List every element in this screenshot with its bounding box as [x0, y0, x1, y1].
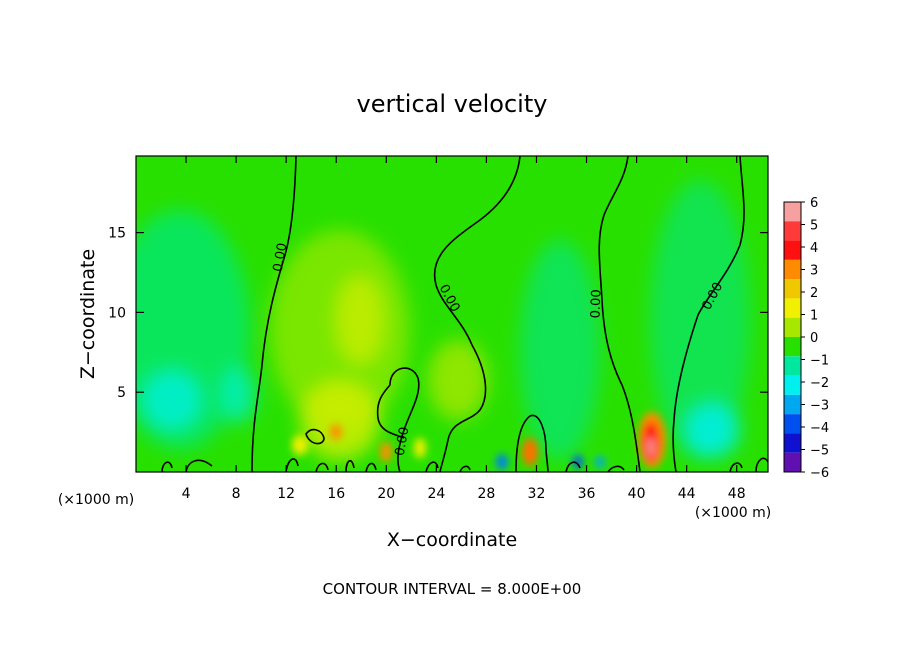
heatmap-blobs [136, 180, 750, 460]
x-tick-label: 44 [678, 486, 696, 502]
contour-label: 0.00 [589, 289, 605, 318]
contour-line [433, 156, 521, 472]
x-tick-label: 4 [182, 486, 191, 502]
colorbar-swatch [784, 337, 801, 357]
colorbar-swatch [784, 317, 801, 337]
colorbar-swatch [784, 452, 801, 472]
x-tick-label: 32 [528, 486, 546, 502]
chart-title: vertical velocity [357, 90, 548, 118]
colorbar-label: 2 [810, 286, 818, 301]
updraft-core [292, 435, 308, 455]
zero-contours [161, 156, 768, 472]
colorbar-label: 1 [810, 309, 818, 324]
colorbar-label: 6 [810, 196, 818, 211]
colorbar-label: −4 [810, 421, 829, 436]
heatmap-field: 0.00 0.00 0.00 0.00 0.00 [136, 156, 768, 472]
x-axis-label: X−coordinate [387, 529, 517, 551]
colorbar-label: −5 [810, 444, 829, 459]
colorbar-label: −3 [810, 399, 829, 414]
x-unit-right: (×1000 m) [695, 505, 771, 521]
downdraft-core [496, 454, 508, 470]
colorbar-swatch [784, 433, 801, 453]
downdraft-region [650, 180, 750, 460]
x-tick-label: 28 [478, 486, 496, 502]
colorbar-swatch [784, 394, 801, 415]
updraft-core [648, 437, 654, 457]
x-tick-label: 20 [377, 486, 395, 502]
updraft-core [414, 438, 426, 458]
downdraft-region [142, 370, 202, 430]
contour-line [305, 428, 325, 445]
contour-interval-footer: CONTOUR INTERVAL = 8.000E+00 [323, 580, 582, 598]
x-tick-label: 48 [728, 486, 746, 502]
contour-label: 0.00 [393, 426, 413, 457]
colorbar-swatch [784, 356, 801, 376]
contour-line [251, 156, 297, 472]
x-tick-label: 8 [232, 486, 241, 502]
contour-label: 0.00 [271, 242, 291, 273]
updraft-core [330, 424, 342, 440]
colorbar-label: −1 [810, 354, 829, 369]
downdraft-region [520, 240, 600, 460]
colorbar-swatch [784, 221, 801, 241]
colorbar-label: 0 [810, 331, 818, 346]
updraft-core [380, 442, 392, 462]
colorbar-label: −2 [810, 376, 829, 391]
downdraft-region [684, 402, 740, 458]
colorbar-swatch [784, 375, 801, 395]
x-tick-label: 24 [427, 486, 445, 502]
colorbar: 6 5 4 3 2 1 0 −1 −2 −3 −4 −5 −6 [783, 196, 829, 481]
heatmap-cells [292, 412, 666, 470]
contour-line [161, 457, 768, 472]
contour-line [376, 367, 420, 472]
colorbar-swatch [784, 259, 801, 280]
colorbar-swatch [784, 279, 801, 299]
colorbar-label: 5 [810, 219, 818, 234]
x-tick-label: 16 [327, 486, 345, 502]
downdraft-core [595, 456, 605, 468]
y-tick-label: 5 [117, 385, 126, 401]
updraft-region [300, 380, 380, 460]
contour-line [672, 156, 745, 472]
x-unit-left: (×1000 m) [58, 492, 134, 508]
downdraft-region [220, 367, 256, 423]
colorbar-label: 4 [810, 241, 818, 256]
x-tick-label: 36 [578, 486, 596, 502]
y-tick-label: 15 [108, 226, 126, 242]
x-tick-label: 12 [277, 486, 295, 502]
y-tick-label: 10 [108, 305, 126, 321]
colorbar-swatch [784, 298, 801, 318]
colorbar-swatch [784, 414, 801, 434]
downdraft-core [573, 455, 583, 469]
updraft-region [428, 340, 488, 420]
colorbar-swatch [784, 202, 801, 222]
contour-line [598, 156, 641, 472]
updraft-region [335, 275, 385, 365]
x-tick-label: 40 [628, 486, 646, 502]
colorbar-label: −6 [810, 466, 829, 481]
colorbar-label: 3 [810, 264, 818, 279]
y-axis-label: Z−coordinate [77, 249, 99, 379]
colorbar-swatch [784, 240, 801, 260]
updraft-core [522, 438, 538, 466]
plot-frame [135, 155, 769, 473]
x-axis-ticks: 4 8 12 16 20 24 28 32 36 40 44 48 [182, 156, 746, 502]
contour-line [515, 414, 549, 472]
y-axis-ticks: 5 10 15 [108, 226, 768, 401]
